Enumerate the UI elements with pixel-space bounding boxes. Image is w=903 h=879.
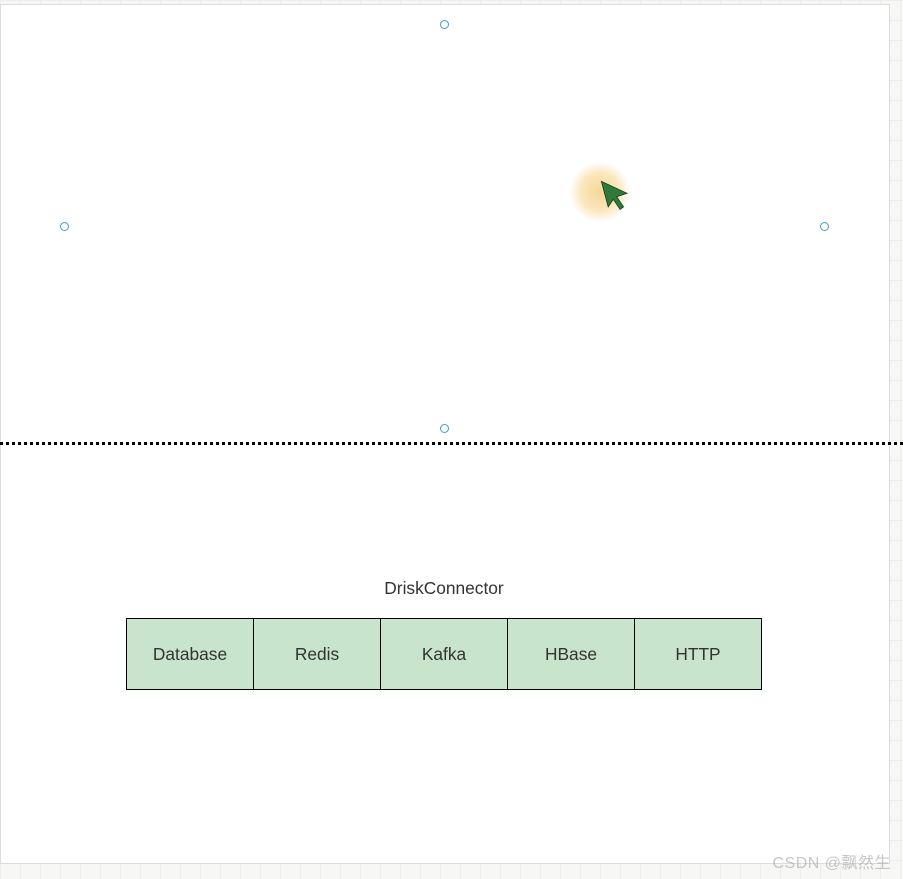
connector-database-label: Database [153, 644, 227, 665]
cursor-pointer-icon [598, 178, 632, 212]
connector-database[interactable]: Database [126, 618, 254, 690]
connector-hbase[interactable]: HBase [508, 618, 635, 690]
connector-redis-label: Redis [295, 644, 339, 665]
connector-kafka[interactable]: Kafka [381, 618, 508, 690]
connector-kafka-label: Kafka [422, 644, 466, 665]
selection-handle-left[interactable] [60, 222, 69, 231]
connector-hbase-label: HBase [545, 644, 597, 665]
section-separator [0, 442, 903, 445]
selection-handle-top[interactable] [440, 20, 449, 29]
selection-handle-bottom[interactable] [440, 424, 449, 433]
watermark-text: CSDN @飘然生 [772, 849, 891, 873]
connector-redis[interactable]: Redis [254, 618, 381, 690]
selection-handle-right[interactable] [820, 222, 829, 231]
canvas [0, 4, 890, 864]
connector-types-row: Database Redis Kafka HBase HTTP [126, 618, 762, 690]
drisk-connector-label: DriskConnector [114, 578, 774, 599]
connector-http-label: HTTP [675, 644, 720, 665]
connector-http[interactable]: HTTP [635, 618, 762, 690]
